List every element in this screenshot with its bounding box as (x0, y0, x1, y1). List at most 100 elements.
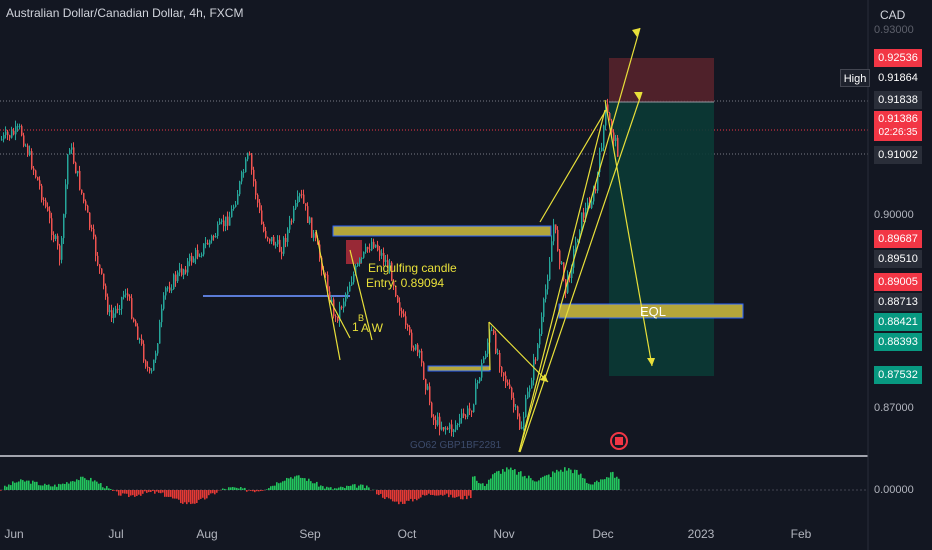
candle-body (533, 359, 535, 381)
candle-body (351, 282, 353, 286)
candle-body (341, 306, 343, 308)
oscillator-bar (224, 488, 226, 490)
candle-body (553, 224, 555, 242)
oscillator-bar (434, 490, 436, 496)
oscillator-bar (608, 477, 610, 490)
candle-body (473, 404, 475, 413)
oscillator-bar (162, 490, 164, 493)
oscillator-bar (182, 490, 184, 504)
oscillator-bar (84, 478, 86, 490)
trend-drawings[interactable] (315, 27, 653, 453)
candle-body (165, 287, 167, 296)
oscillator-bar (126, 490, 128, 494)
oscillator-bar (152, 490, 154, 492)
oscillator-bar (440, 490, 442, 495)
oscillator-bar (540, 477, 542, 490)
oscillator-bar (416, 490, 418, 501)
oscillator-bar (10, 485, 12, 490)
candle-body (197, 249, 199, 257)
candle-body (391, 262, 393, 281)
candle-body (217, 224, 219, 237)
candle-body (563, 262, 565, 280)
oscillator-bar (244, 487, 246, 490)
candle-body (207, 242, 209, 245)
oscillator-bar (76, 479, 78, 490)
oscillator-bar (270, 486, 272, 490)
candle-countdown: 02:26:35 (878, 127, 918, 138)
candle-body (241, 172, 243, 182)
oscillator-bar (574, 469, 576, 490)
candle-body (45, 200, 47, 207)
oscillator-bar (314, 483, 316, 490)
candle-body (567, 274, 569, 293)
candle-body (111, 310, 113, 318)
oscillator-bar (228, 487, 230, 490)
candle-body (459, 418, 461, 424)
candle-body (349, 285, 351, 292)
candle-body (495, 333, 497, 354)
oscillator-bar (580, 473, 582, 490)
arrowhead-down (647, 358, 655, 366)
oscillator-bar (206, 490, 208, 499)
candle-body (387, 260, 389, 268)
oscillator-bar (100, 483, 102, 490)
oscillator-bar (142, 490, 144, 494)
time-label-2023: 2023 (687, 527, 715, 541)
oscillator-bar (480, 483, 482, 490)
candle-body (605, 104, 607, 126)
oscillator-bar (342, 487, 344, 490)
oscillator-bar (522, 476, 524, 490)
supply-zone[interactable] (332, 225, 552, 237)
candle-body (481, 363, 483, 378)
oscillator-bar (66, 482, 68, 490)
candle-body (599, 151, 601, 173)
candle-body (523, 416, 525, 428)
oscillator-bar (146, 490, 148, 493)
candle-body (15, 126, 17, 135)
oscillator-bar (590, 484, 592, 490)
take-profit-zone[interactable] (609, 102, 714, 376)
oscillator-bar (284, 480, 286, 490)
candle-body (95, 236, 97, 256)
oscillator-bar (614, 477, 616, 490)
candle-body (423, 362, 425, 380)
oscillator-bar (154, 490, 156, 494)
candle-body (603, 125, 605, 148)
oscillator-bar (124, 490, 126, 494)
demand-zone[interactable] (427, 365, 491, 372)
candle-body (615, 137, 617, 142)
oscillator-bar (554, 472, 556, 490)
candle-body (131, 298, 133, 319)
oscillator-bar (398, 490, 400, 505)
oscillator-bar (470, 490, 472, 499)
candle-body (419, 351, 421, 353)
candle-body (361, 257, 363, 259)
oscillator-bar (312, 483, 314, 490)
oscillator-bar (404, 490, 406, 504)
faded-watermark-text: GO62 GBP1BF2281 (410, 440, 502, 451)
candle-body (431, 402, 433, 417)
candle-body (103, 273, 105, 286)
oscillator-bar (368, 487, 370, 490)
oscillator-bar (492, 474, 494, 490)
candle-body (89, 212, 91, 228)
candle-body (295, 203, 297, 209)
candle-body (493, 329, 495, 334)
candle-body (571, 267, 573, 279)
oscillator-bar (60, 484, 62, 490)
price-label-0: 0.92536 (874, 49, 922, 67)
stop-loss-zone[interactable] (609, 58, 714, 102)
oscillator-bar (58, 483, 60, 490)
candle-body (343, 301, 345, 308)
candle-body (381, 252, 383, 256)
oscillator-bar (598, 482, 600, 490)
candle-body (479, 377, 481, 382)
candle-body (267, 237, 269, 239)
candle-body (49, 210, 51, 219)
candle-body (71, 147, 73, 150)
oscillator-bar (338, 487, 340, 490)
candle-body (233, 206, 235, 210)
candle-body (147, 366, 149, 369)
oscillator-bar (70, 481, 72, 490)
